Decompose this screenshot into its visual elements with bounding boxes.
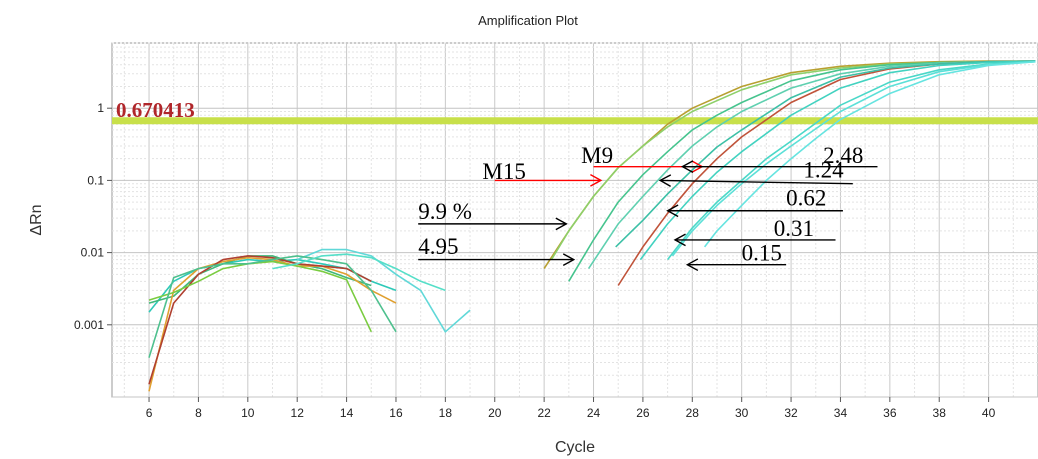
annotations: M9 M15 2.481.24 0.62 0.310.15 9.9 % 4.95 — [418, 143, 878, 272]
annotation-arrowhead — [666, 204, 679, 218]
x-tick-label: 40 — [982, 406, 996, 420]
annotation-arrowhead — [590, 174, 603, 187]
amplification-curve — [703, 60, 1036, 248]
threshold: 0.670413 — [112, 98, 1038, 125]
x-tick-label: 20 — [488, 406, 502, 420]
x-tick-label: 30 — [735, 406, 749, 420]
annotation-arrowhead — [685, 258, 699, 272]
x-tick-label: 18 — [439, 406, 453, 420]
annotation-label: 0.15 — [742, 240, 782, 265]
baseline-curve — [148, 260, 373, 333]
plot-area: 0.670413 M9 M15 2.481.24 0.62 0.310.15 9.9 % 4… — [111, 42, 1038, 398]
grid — [112, 42, 1038, 398]
x-tick-label: 28 — [686, 406, 700, 420]
x-tick-label: 16 — [389, 406, 403, 420]
x-tick-label: 34 — [834, 406, 848, 420]
annotation-label: 1.24 — [803, 157, 844, 182]
annotation-arrowhead — [562, 253, 576, 266]
x-tick-label: 12 — [291, 406, 305, 420]
amplification-curve — [671, 60, 1036, 257]
threshold-label: 0.670413 — [116, 98, 195, 122]
annotation-arrowhead — [658, 174, 672, 187]
annotation-arrowhead — [673, 233, 686, 247]
y-tick-label: 1 — [97, 101, 104, 115]
annotation-arrowhead — [555, 217, 568, 231]
y-tick-label: 0.001 — [74, 318, 104, 332]
amplification-curve — [639, 60, 1036, 261]
annotation-label: M15 — [482, 159, 525, 184]
baseline-curve — [148, 255, 372, 385]
annotation-label: 2.48 — [823, 143, 863, 168]
x-tick-label: 6 — [146, 406, 153, 420]
chart-title: Amplification Plot — [478, 13, 578, 28]
x-tick-label: 32 — [784, 406, 798, 420]
annotation-label: 4.95 — [418, 234, 458, 259]
x-tick-label: 22 — [537, 406, 551, 420]
y-axis-ticks: 1 0.1 0.01 0.001 — [74, 101, 112, 332]
annotation-label: M9 — [581, 143, 613, 168]
y-axis-label: ΔRn — [28, 204, 45, 235]
x-tick-label: 38 — [933, 406, 947, 420]
amplification-curve — [568, 60, 1036, 282]
x-tick-label: 24 — [587, 406, 601, 420]
x-tick-label: 26 — [636, 406, 650, 420]
annotation-label: 9.9 % — [418, 199, 472, 224]
x-tick-label: 14 — [340, 406, 354, 420]
x-axis-ticks: 6 8 10 12 14 16 18 20 22 24 26 28 30 32 34 36 38 40 — [146, 397, 996, 420]
baseline-curve — [148, 255, 397, 358]
x-axis-label: Cycle — [555, 439, 595, 456]
amplification-curve — [615, 60, 1036, 248]
annotation-label: 0.62 — [786, 185, 826, 210]
annotation-arrowhead — [680, 160, 694, 174]
annotation-label: 0.31 — [774, 216, 814, 241]
series-group — [148, 60, 1036, 392]
x-tick-label: 36 — [883, 406, 897, 420]
annotation-arrow — [660, 179, 853, 185]
y-tick-label: 0.1 — [87, 173, 104, 187]
baseline-curve — [272, 253, 446, 292]
x-tick-label: 8 — [195, 406, 202, 420]
baseline-curve — [148, 255, 372, 304]
y-tick-label: 0.01 — [81, 246, 105, 260]
baseline-curve — [296, 248, 471, 333]
x-tick-label: 10 — [241, 406, 255, 420]
